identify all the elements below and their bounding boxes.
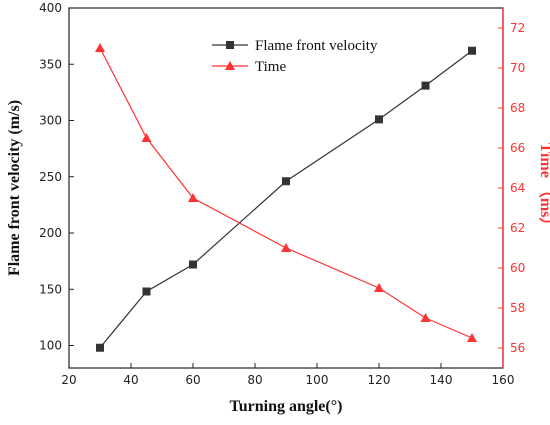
- legend: Flame front velocity Time: [212, 38, 378, 75]
- data-point-time: [141, 133, 152, 142]
- data-point-velocity: [468, 46, 476, 55]
- series-line-velocity: [99, 50, 473, 349]
- x-tick-label: 160: [492, 373, 515, 387]
- legend-label: Flame front velocity: [255, 38, 378, 54]
- data-point-velocity: [96, 343, 104, 352]
- y-left-tick-label: 150: [39, 282, 62, 296]
- data-point-time: [95, 43, 105, 52]
- x-tick-label: 60: [185, 373, 200, 387]
- y-left-tick-label: 200: [39, 226, 62, 240]
- y-right-tick-label: 66: [510, 141, 525, 155]
- y-left-tick-label: 300: [39, 114, 62, 128]
- x-tick-label: 120: [368, 373, 391, 387]
- y-left-tick-label: 350: [39, 57, 62, 71]
- y-right-tick-label: 58: [510, 301, 525, 315]
- y-left-tick-label: 250: [39, 170, 62, 184]
- marker-layer: [95, 43, 477, 352]
- data-point-time: [467, 333, 477, 342]
- data-point-time: [188, 193, 198, 202]
- x-tick-label: 140: [430, 373, 453, 387]
- tick-layer: 20 40 60 80 100 120 140 160 100 150 200 250 300 350 40…: [39, 1, 525, 387]
- series-line-time: [99, 47, 473, 339]
- y-right-tick-label: 70: [510, 61, 525, 75]
- legend-marker: [225, 61, 235, 70]
- data-point-time: [420, 313, 431, 322]
- legend-marker: [226, 41, 234, 49]
- y-right-tick-label: 60: [510, 261, 525, 275]
- x-tick-label: 20: [61, 373, 76, 387]
- x-tick-label: 100: [306, 373, 329, 387]
- y-axis-right-title: Time （ms）: [537, 143, 550, 234]
- y-right-tick-label: 56: [510, 341, 525, 355]
- y-left-tick-label: 400: [39, 1, 62, 15]
- data-point-velocity: [421, 81, 430, 90]
- y-right-tick-label: 68: [510, 101, 525, 115]
- data-point-velocity: [142, 287, 151, 296]
- y-left-tick-label: 100: [39, 339, 62, 353]
- x-tick-label: 80: [247, 373, 262, 387]
- data-point-velocity: [375, 115, 383, 124]
- data-point-velocity: [282, 177, 290, 186]
- legend-label: Time: [255, 59, 286, 75]
- y-right-tick-label: 64: [510, 181, 525, 195]
- data-point-time: [281, 243, 291, 252]
- data-point-time: [374, 283, 384, 292]
- y-axis-left-title: Flame front velocity (m/s): [6, 100, 23, 276]
- x-tick-label: 40: [123, 373, 138, 387]
- y-right-tick-label: 62: [510, 221, 525, 235]
- x-axis-title: Turning angle(°): [230, 398, 343, 415]
- data-point-velocity: [189, 260, 197, 269]
- series-layer: [99, 47, 473, 349]
- y-right-tick-label: 72: [510, 21, 525, 35]
